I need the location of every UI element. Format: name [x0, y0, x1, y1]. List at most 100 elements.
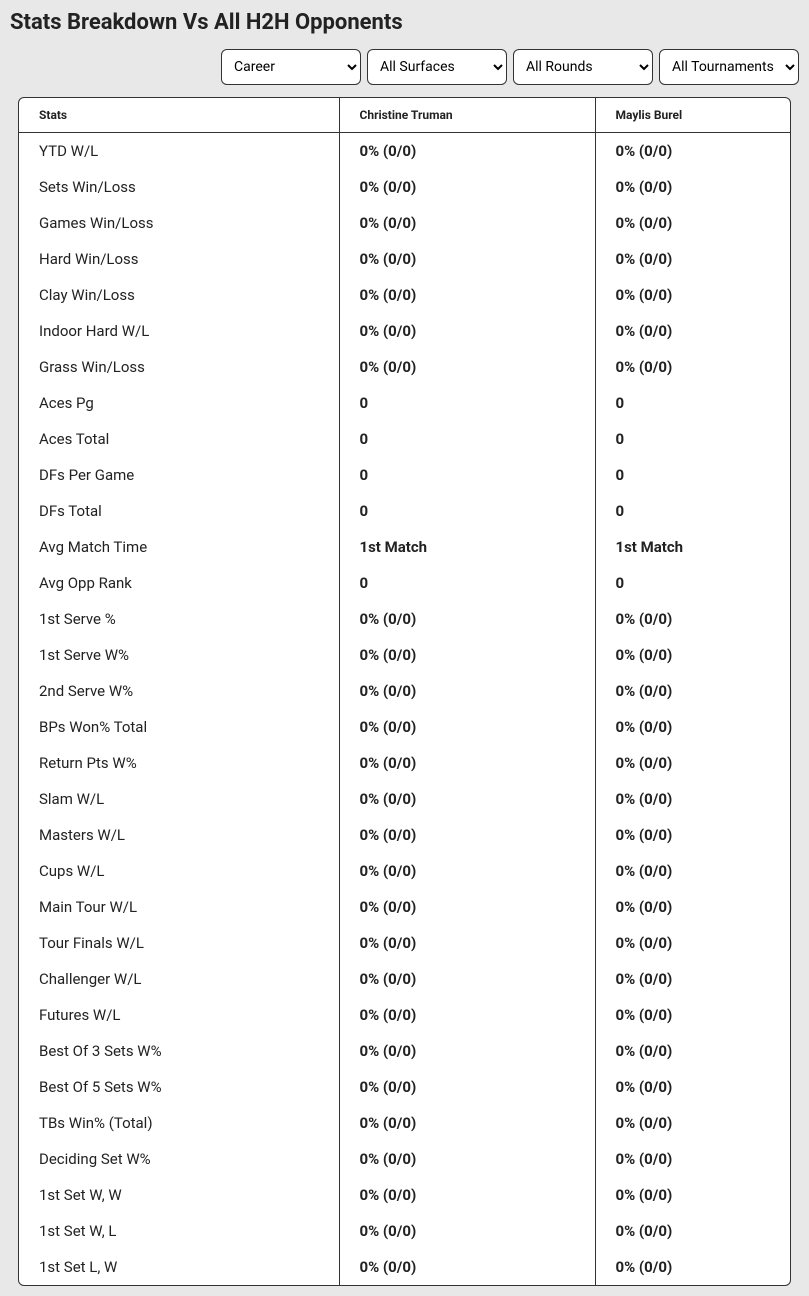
stats-table: Stats Christine Truman Maylis Burel YTD …	[19, 98, 790, 1285]
surfaces-select[interactable]: All Surfaces	[367, 49, 507, 85]
stat-label: Tour Finals W/L	[19, 925, 339, 961]
stat-label: DFs Per Game	[19, 457, 339, 493]
stat-player1-value: 0% (0/0)	[339, 313, 595, 349]
stat-player2-value: 0	[595, 385, 790, 421]
stat-label: TBs Win% (Total)	[19, 1105, 339, 1141]
table-row: Clay Win/Loss0% (0/0)0% (0/0)	[19, 277, 790, 313]
stat-player2-value: 0% (0/0)	[595, 601, 790, 637]
table-row: 1st Set L, W0% (0/0)0% (0/0)	[19, 1249, 790, 1285]
stat-player1-value: 0% (0/0)	[339, 1141, 595, 1177]
stat-label: DFs Total	[19, 493, 339, 529]
stat-label: Challenger W/L	[19, 961, 339, 997]
table-row: Tour Finals W/L0% (0/0)0% (0/0)	[19, 925, 790, 961]
stat-player1-value: 0% (0/0)	[339, 169, 595, 205]
table-row: DFs Total00	[19, 493, 790, 529]
stat-label: Indoor Hard W/L	[19, 313, 339, 349]
stat-player1-value: 0% (0/0)	[339, 961, 595, 997]
stat-player2-value: 0% (0/0)	[595, 637, 790, 673]
stat-player1-value: 0% (0/0)	[339, 997, 595, 1033]
table-row: TBs Win% (Total)0% (0/0)0% (0/0)	[19, 1105, 790, 1141]
career-select[interactable]: Career	[221, 49, 361, 85]
stat-label: Hard Win/Loss	[19, 241, 339, 277]
stat-player1-value: 0% (0/0)	[339, 241, 595, 277]
stat-player2-value: 0% (0/0)	[595, 169, 790, 205]
stat-label: Avg Match Time	[19, 529, 339, 565]
stat-label: Best Of 5 Sets W%	[19, 1069, 339, 1105]
stat-player1-value: 1st Match	[339, 529, 595, 565]
stat-player2-value: 0% (0/0)	[595, 961, 790, 997]
stat-player2-value: 0	[595, 493, 790, 529]
stat-label: Cups W/L	[19, 853, 339, 889]
table-row: DFs Per Game00	[19, 457, 790, 493]
stat-player1-value: 0% (0/0)	[339, 349, 595, 385]
stat-label: Clay Win/Loss	[19, 277, 339, 313]
stat-player1-value: 0% (0/0)	[339, 817, 595, 853]
page-title: Stats Breakdown Vs All H2H Opponents	[10, 10, 799, 35]
stat-player1-value: 0% (0/0)	[339, 133, 595, 170]
stat-label: Aces Pg	[19, 385, 339, 421]
table-row: Aces Pg00	[19, 385, 790, 421]
table-row: Masters W/L0% (0/0)0% (0/0)	[19, 817, 790, 853]
stat-player2-value: 0% (0/0)	[595, 241, 790, 277]
stat-player1-value: 0% (0/0)	[339, 1105, 595, 1141]
rounds-select[interactable]: All Rounds	[513, 49, 653, 85]
stat-player2-value: 0% (0/0)	[595, 1177, 790, 1213]
stat-player2-value: 0% (0/0)	[595, 745, 790, 781]
table-row: Avg Match Time1st Match1st Match	[19, 529, 790, 565]
stat-player1-value: 0	[339, 565, 595, 601]
stat-label: Return Pts W%	[19, 745, 339, 781]
header-stats: Stats	[19, 98, 339, 133]
stat-label: Sets Win/Loss	[19, 169, 339, 205]
stat-player1-value: 0% (0/0)	[339, 1033, 595, 1069]
stat-player2-value: 0	[595, 457, 790, 493]
stat-label: Aces Total	[19, 421, 339, 457]
stat-player2-value: 0% (0/0)	[595, 1213, 790, 1249]
stat-player2-value: 0% (0/0)	[595, 1249, 790, 1285]
filters-row: Career All Surfaces All Rounds All Tourn…	[10, 49, 799, 85]
stat-player1-value: 0% (0/0)	[339, 205, 595, 241]
stat-label: 1st Set L, W	[19, 1249, 339, 1285]
stat-player1-value: 0% (0/0)	[339, 781, 595, 817]
stat-player2-value: 0% (0/0)	[595, 781, 790, 817]
stat-player2-value: 0% (0/0)	[595, 133, 790, 170]
stat-player2-value: 0% (0/0)	[595, 1069, 790, 1105]
stat-player1-value: 0% (0/0)	[339, 277, 595, 313]
table-row: Main Tour W/L0% (0/0)0% (0/0)	[19, 889, 790, 925]
table-row: Sets Win/Loss0% (0/0)0% (0/0)	[19, 169, 790, 205]
stat-player2-value: 0% (0/0)	[595, 1105, 790, 1141]
stat-player2-value: 1st Match	[595, 529, 790, 565]
stat-label: 1st Serve %	[19, 601, 339, 637]
stat-player1-value: 0	[339, 493, 595, 529]
table-row: Deciding Set W%0% (0/0)0% (0/0)	[19, 1141, 790, 1177]
stat-player1-value: 0% (0/0)	[339, 1177, 595, 1213]
table-row: Aces Total00	[19, 421, 790, 457]
stat-label: 2nd Serve W%	[19, 673, 339, 709]
stat-player2-value: 0% (0/0)	[595, 853, 790, 889]
table-row: Grass Win/Loss0% (0/0)0% (0/0)	[19, 349, 790, 385]
stat-player1-value: 0% (0/0)	[339, 925, 595, 961]
stat-player2-value: 0% (0/0)	[595, 277, 790, 313]
stat-label: Deciding Set W%	[19, 1141, 339, 1177]
stat-player2-value: 0% (0/0)	[595, 1141, 790, 1177]
stat-player2-value: 0% (0/0)	[595, 673, 790, 709]
stat-player2-value: 0% (0/0)	[595, 205, 790, 241]
table-row: YTD W/L0% (0/0)0% (0/0)	[19, 133, 790, 170]
table-row: Best Of 3 Sets W%0% (0/0)0% (0/0)	[19, 1033, 790, 1069]
table-row: Avg Opp Rank00	[19, 565, 790, 601]
stat-label: 1st Set W, L	[19, 1213, 339, 1249]
stat-label: 1st Serve W%	[19, 637, 339, 673]
table-row: 1st Set W, W0% (0/0)0% (0/0)	[19, 1177, 790, 1213]
tournaments-select[interactable]: All Tournaments	[659, 49, 799, 85]
stat-player1-value: 0% (0/0)	[339, 889, 595, 925]
stat-label: Games Win/Loss	[19, 205, 339, 241]
stat-label: Masters W/L	[19, 817, 339, 853]
header-player2: Maylis Burel	[595, 98, 790, 133]
table-row: 1st Set W, L0% (0/0)0% (0/0)	[19, 1213, 790, 1249]
stat-player1-value: 0% (0/0)	[339, 709, 595, 745]
table-row: Best Of 5 Sets W%0% (0/0)0% (0/0)	[19, 1069, 790, 1105]
table-row: Challenger W/L0% (0/0)0% (0/0)	[19, 961, 790, 997]
stat-player1-value: 0% (0/0)	[339, 1069, 595, 1105]
table-row: 1st Serve W%0% (0/0)0% (0/0)	[19, 637, 790, 673]
table-row: BPs Won% Total0% (0/0)0% (0/0)	[19, 709, 790, 745]
stat-player2-value: 0% (0/0)	[595, 889, 790, 925]
